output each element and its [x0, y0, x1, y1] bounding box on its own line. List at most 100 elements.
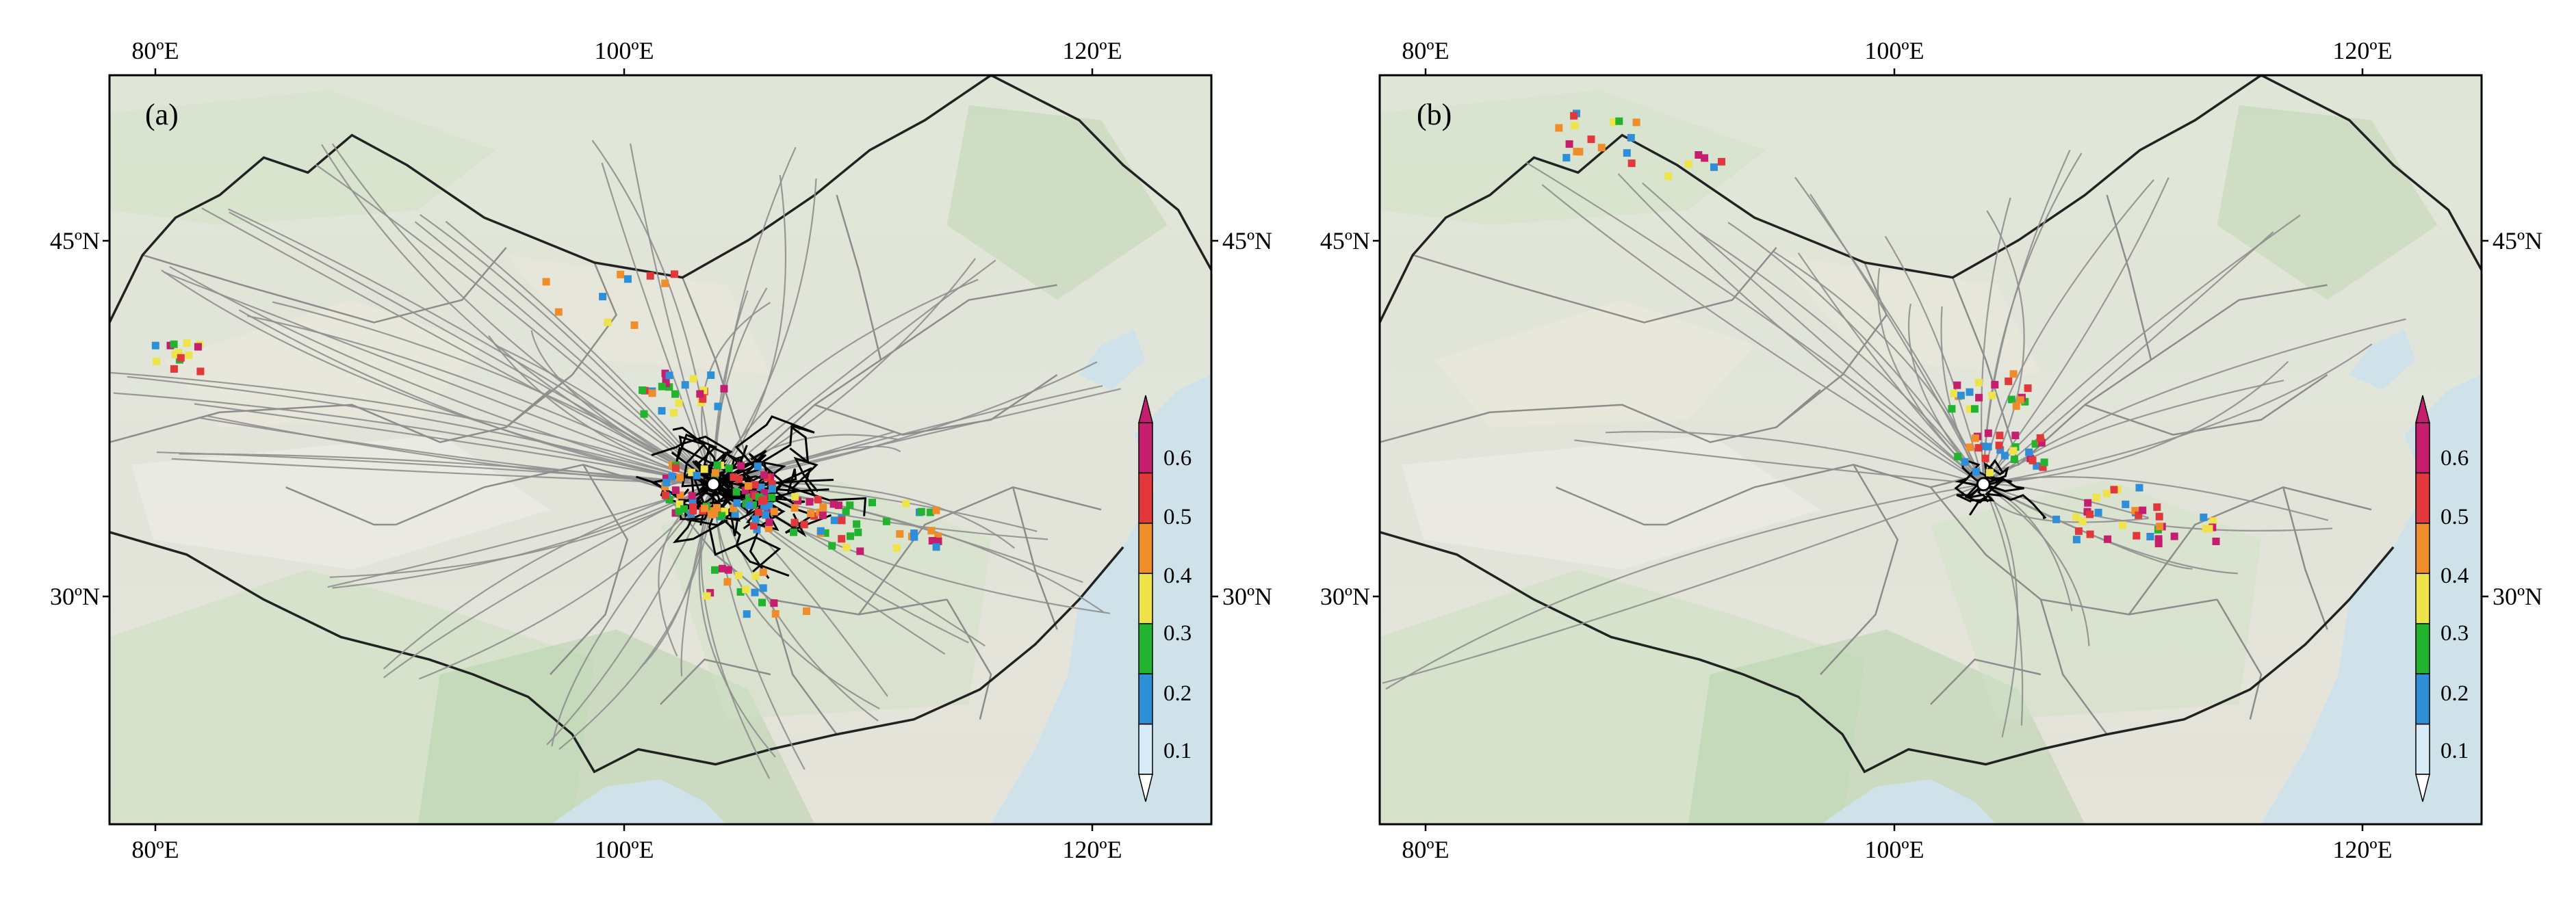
trajectory-line	[238, 309, 714, 485]
trajectory-line	[1983, 360, 2289, 485]
grid-cell	[2005, 377, 2013, 385]
grid-cell	[2011, 443, 2020, 451]
southern-border-line	[110, 531, 1124, 774]
trajectory-line	[1983, 483, 2238, 575]
grid-cell	[790, 504, 799, 512]
trajectory-line	[712, 258, 976, 485]
trajectory-line	[1605, 431, 1984, 485]
grid-cell	[1718, 157, 1725, 166]
grid-cell	[745, 501, 754, 510]
grid-cell	[1961, 458, 1969, 466]
probability-colorbar	[2415, 395, 2430, 802]
grid-cell	[1972, 468, 1980, 476]
grid-cell	[675, 399, 683, 407]
trajectory-line	[321, 144, 714, 485]
grid-cell	[703, 592, 711, 600]
province-line-15	[660, 658, 771, 705]
grid-cell	[712, 503, 721, 512]
grid-cell	[661, 482, 669, 490]
grid-cell	[794, 497, 801, 505]
colorbar-segment	[1138, 622, 1153, 674]
grid-cell	[554, 308, 563, 316]
receptor-site-marker	[706, 477, 721, 492]
lat-tick-right-30: 30ºN	[2493, 583, 2542, 610]
grid-cell	[829, 500, 838, 508]
grid-cell	[2024, 384, 2032, 392]
grid-cell	[693, 471, 701, 479]
source-grid-cells	[151, 270, 942, 618]
grid-cell	[2086, 510, 2094, 518]
grid-cell	[661, 279, 669, 287]
grid-cell	[153, 357, 161, 365]
trajectory-line	[1983, 231, 2274, 485]
grid-cell	[882, 517, 890, 525]
grid-cell	[807, 510, 815, 518]
trajectory-line	[156, 451, 714, 485]
lat-tick-right-45: 45ºN	[1222, 227, 1272, 254]
colorbar-segment	[2415, 673, 2430, 725]
grid-cell	[1996, 432, 2004, 440]
colorbar-segment	[2415, 573, 2430, 625]
grid-cell	[680, 505, 688, 513]
grid-cell	[1562, 154, 1571, 162]
province-line-12	[2216, 599, 2263, 720]
grid-cell	[1623, 149, 1631, 157]
grid-cell	[834, 501, 842, 510]
local-trajectory-line	[712, 468, 797, 509]
grid-cell	[194, 343, 202, 351]
grid-cell	[630, 321, 639, 329]
grid-cell	[1996, 446, 2005, 454]
lon-tick-bottom-100: 100ºE	[1864, 836, 1924, 863]
grid-cell	[671, 486, 680, 495]
grid-cell	[762, 511, 770, 519]
grid-cell	[688, 492, 696, 500]
local-trajectory-line	[713, 456, 819, 492]
grid-cell	[701, 504, 708, 512]
lat-tick-left-45: 45ºN	[50, 227, 100, 254]
grid-cell	[177, 354, 185, 362]
terrain-patch-7	[131, 434, 550, 570]
grid-cell	[759, 568, 767, 577]
grid-cell	[892, 544, 901, 552]
grid-cell	[196, 367, 205, 376]
grid-cell	[910, 533, 918, 541]
grid-cell	[814, 496, 822, 503]
northern-border-line	[110, 75, 1211, 324]
colorbar-label-0.1: 0.1	[1163, 739, 1192, 763]
grid-cell	[1975, 393, 1983, 402]
grid-cell	[2200, 513, 2208, 521]
colorbar-segment	[2415, 523, 2430, 575]
province-line-0	[1412, 247, 1777, 324]
grid-cell	[665, 496, 673, 504]
trajectory-line	[171, 458, 714, 485]
grid-cell	[934, 532, 942, 540]
southern-border-line	[1380, 531, 2395, 774]
colorbar-label-0.5: 0.5	[1163, 505, 1192, 529]
colorbar-segment	[1138, 723, 1153, 775]
grid-cell	[151, 341, 159, 350]
lon-tick-top-100: 100ºE	[1864, 37, 1924, 64]
grid-cell	[842, 508, 850, 516]
trajectory-line	[332, 483, 714, 589]
grid-cell	[1632, 118, 1640, 127]
sea-area-0	[991, 375, 1211, 824]
grid-cell	[1565, 140, 1573, 148]
province-line-3	[550, 464, 629, 675]
lat-tick-left-30: 30ºN	[1320, 583, 1370, 610]
grid-cell	[745, 494, 753, 502]
grid-cell	[830, 516, 838, 525]
grid-cell	[819, 511, 827, 519]
province-line-6	[769, 599, 838, 735]
grid-cell	[2000, 451, 2009, 460]
back-trajectories	[1382, 149, 2406, 737]
trajectory-line	[179, 453, 714, 485]
sea-area-1	[2349, 330, 2416, 390]
grid-cell	[770, 508, 778, 516]
grid-cell	[771, 609, 780, 618]
colorbar-label-0.4: 0.4	[1163, 564, 1192, 588]
grid-cell	[2072, 513, 2081, 521]
colorbar-label-0.3: 0.3	[2440, 621, 2469, 646]
grid-cell	[731, 510, 739, 518]
colorbar-segment	[1138, 523, 1153, 575]
trajectory-line	[1617, 173, 1984, 485]
